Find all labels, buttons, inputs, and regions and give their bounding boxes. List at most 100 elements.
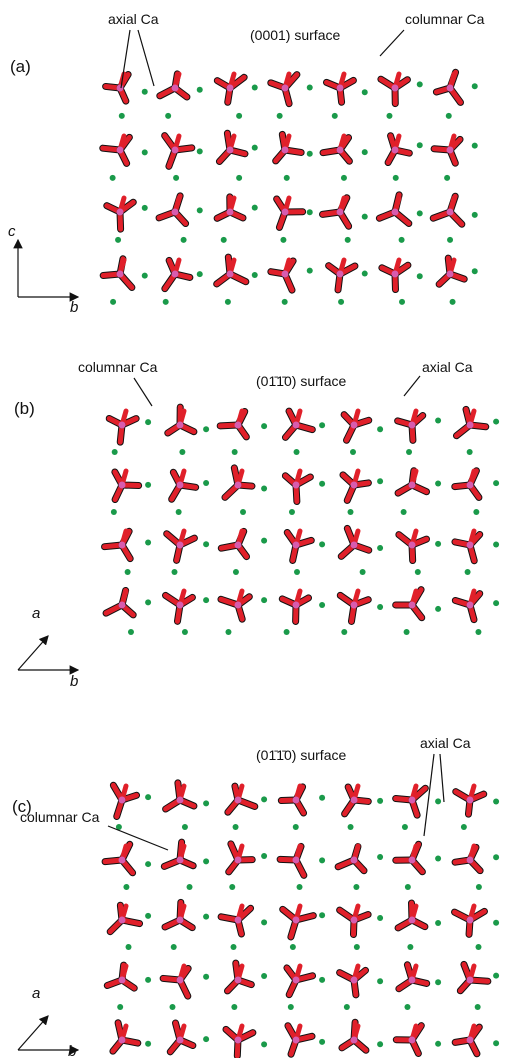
calcium bbox=[340, 174, 347, 181]
calcium bbox=[464, 569, 471, 575]
calcium bbox=[435, 417, 442, 424]
calcium bbox=[203, 913, 210, 920]
calcium bbox=[353, 944, 360, 950]
axis-label: b bbox=[70, 299, 78, 316]
calcium bbox=[251, 204, 258, 211]
calcium bbox=[196, 86, 203, 93]
phosphorus bbox=[292, 481, 300, 489]
phosphorus bbox=[408, 796, 416, 804]
phosphorus bbox=[234, 856, 242, 864]
leader bbox=[379, 29, 405, 57]
calcium bbox=[261, 1041, 268, 1048]
surface-label: (0001) surface bbox=[250, 27, 340, 43]
phosphorus bbox=[391, 270, 399, 278]
phosphorus bbox=[176, 916, 184, 924]
phosphorus bbox=[176, 421, 184, 429]
calcium bbox=[349, 449, 356, 455]
phosphorus bbox=[176, 1036, 184, 1044]
phosphorus bbox=[176, 856, 184, 864]
calcium bbox=[377, 854, 384, 861]
calcium bbox=[145, 419, 152, 426]
calcium bbox=[251, 144, 258, 151]
phosphorus bbox=[408, 856, 416, 864]
phosphorus bbox=[466, 1036, 474, 1044]
calcium bbox=[444, 174, 451, 181]
phosphorus bbox=[350, 421, 358, 429]
calcium bbox=[203, 973, 210, 980]
calcium bbox=[175, 509, 182, 515]
annotation: axial Ca bbox=[108, 11, 159, 27]
calcium bbox=[236, 112, 243, 119]
phosphorus bbox=[234, 796, 242, 804]
annotation: columnar Ca bbox=[20, 809, 100, 825]
phosphorus bbox=[292, 976, 300, 984]
calcium bbox=[196, 271, 203, 278]
phosphorus bbox=[118, 421, 126, 429]
phosphorus bbox=[118, 796, 126, 804]
phosphorus bbox=[336, 146, 344, 154]
calcium bbox=[471, 211, 478, 218]
phosphorus bbox=[292, 856, 300, 864]
calcium bbox=[141, 149, 148, 156]
calcium bbox=[347, 509, 354, 515]
axis-arrow bbox=[17, 1015, 49, 1051]
calcium bbox=[127, 629, 134, 635]
phosphorus bbox=[336, 270, 344, 278]
calcium bbox=[186, 884, 193, 890]
structures bbox=[99, 68, 500, 1058]
calcium bbox=[449, 298, 456, 305]
phosphorus bbox=[234, 1036, 242, 1044]
calcium bbox=[493, 972, 500, 979]
phosphorus bbox=[171, 84, 179, 92]
phosphorus bbox=[336, 84, 344, 92]
calcium bbox=[231, 1004, 238, 1010]
surface-label: (01̄1̄0) surface bbox=[256, 747, 346, 763]
calcium bbox=[377, 1041, 384, 1048]
calcium bbox=[403, 629, 410, 635]
calcium bbox=[447, 236, 454, 243]
calcium bbox=[145, 912, 152, 919]
phosphorus bbox=[226, 84, 234, 92]
calcium bbox=[404, 884, 411, 890]
calcium bbox=[145, 539, 152, 546]
calcium bbox=[236, 174, 243, 181]
calcium bbox=[203, 480, 210, 487]
calcium bbox=[406, 449, 413, 455]
axis-arrow bbox=[17, 635, 49, 671]
phosphorus bbox=[350, 916, 358, 924]
phosphorus bbox=[171, 270, 179, 278]
phosphorus bbox=[408, 481, 416, 489]
calcium bbox=[319, 541, 326, 548]
calcium bbox=[474, 1004, 481, 1010]
calcium bbox=[493, 600, 500, 607]
calcium bbox=[398, 236, 405, 243]
calcium bbox=[361, 89, 368, 96]
calcium bbox=[306, 150, 313, 157]
calcium bbox=[471, 268, 478, 275]
calcium bbox=[435, 979, 442, 986]
calcium bbox=[404, 1004, 411, 1010]
phosphorus bbox=[466, 541, 474, 549]
calcium bbox=[224, 298, 231, 305]
panel-label: (b) bbox=[14, 399, 35, 418]
calcium bbox=[435, 540, 442, 547]
phosphorus bbox=[176, 481, 184, 489]
calcium bbox=[341, 629, 348, 635]
calcium bbox=[231, 449, 238, 455]
phosphorus bbox=[446, 146, 454, 154]
calcium bbox=[170, 944, 177, 950]
phosphorus bbox=[118, 1036, 126, 1044]
calcium bbox=[115, 824, 122, 830]
leader bbox=[137, 29, 155, 87]
calcium bbox=[493, 541, 500, 548]
phosphorus bbox=[391, 208, 399, 216]
calcium bbox=[169, 1004, 176, 1010]
phosphorus bbox=[292, 541, 300, 549]
calcium bbox=[293, 449, 300, 455]
calcium bbox=[475, 944, 482, 950]
axis-label: a bbox=[32, 605, 40, 622]
calcium bbox=[416, 210, 423, 217]
calcium bbox=[124, 569, 131, 575]
phosphorus bbox=[466, 421, 474, 429]
